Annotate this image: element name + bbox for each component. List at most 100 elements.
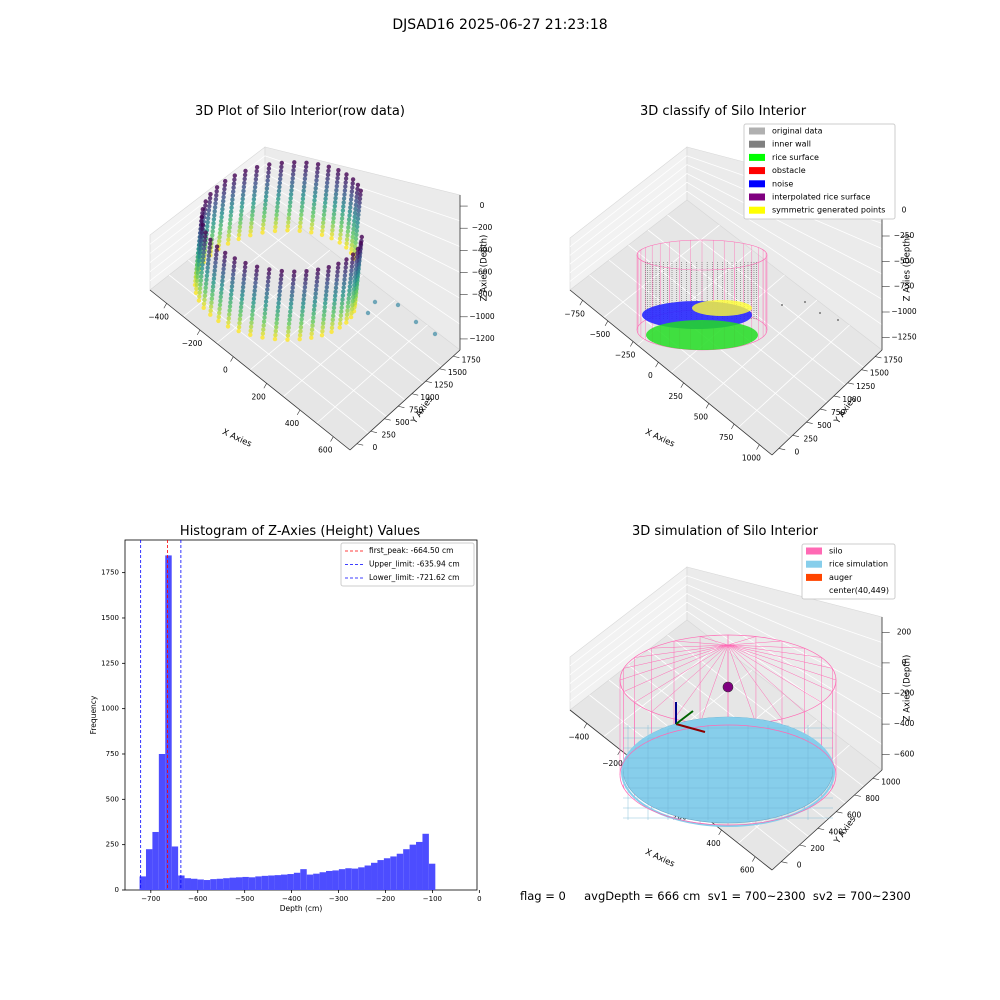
scatter-point: [214, 193, 219, 198]
scatter-point: [241, 188, 246, 194]
scatter-point: [243, 168, 248, 174]
scatter-point: [313, 287, 319, 292]
grid-line: [316, 324, 428, 424]
scatter-point: [311, 206, 316, 211]
scatter-point: [210, 229, 215, 234]
scatter-point: [344, 237, 350, 242]
scatter-point: [334, 281, 339, 286]
scatter-point: [291, 164, 297, 169]
scatter-point: [323, 297, 328, 302]
scatter-point: [349, 193, 354, 198]
scatter-point: [315, 267, 321, 272]
x-tick-label: −400: [282, 895, 301, 903]
scatter-point: [223, 178, 228, 184]
scatter-point: [331, 220, 336, 225]
silo-roof-wire: [727, 644, 783, 720]
scatter-point: [285, 333, 291, 338]
histogram-bar: [390, 856, 397, 890]
z-tick-label: −200: [894, 689, 915, 698]
histogram-bar: [171, 846, 179, 890]
silo-roof-wire: [651, 644, 729, 649]
scatter-point: [349, 189, 355, 194]
scatter-point: [238, 220, 243, 226]
scatter-point: [344, 316, 349, 321]
tick-mark: [604, 320, 609, 326]
scatter-point: [354, 262, 359, 268]
scatter-point: [197, 286, 203, 291]
scatter-point: [199, 214, 204, 220]
scatter-point: [310, 319, 316, 324]
scatter-point: [262, 315, 267, 320]
tick-mark: [833, 395, 841, 398]
scatter-point: [275, 312, 280, 318]
scatter-point: [265, 279, 271, 284]
histogram-bar: [428, 863, 436, 890]
scatter-point: [199, 238, 204, 243]
tick-mark: [820, 408, 827, 411]
scatter-point: [350, 234, 355, 240]
scatter-point: [335, 180, 340, 185]
scatter-point: [212, 268, 217, 273]
y-axis-line: [349, 349, 461, 451]
scatter-point: [232, 177, 237, 182]
scatter-point: [432, 331, 438, 337]
scatter-point: [311, 315, 316, 320]
scatter-point: [335, 265, 341, 270]
z-tick-label: −1000: [469, 312, 495, 321]
z-tick-label: −750: [894, 282, 915, 291]
scatter-point: [348, 197, 354, 202]
scatter-point: [222, 254, 227, 260]
histogram-bar: [268, 875, 275, 890]
scatter-point: [332, 297, 337, 302]
plot3-axes: −700 −600 −500 −400 −300 −200 −100 0 0 250 500 750 1…: [89, 539, 482, 913]
scatter-point: [227, 304, 233, 309]
scatter-point: [313, 182, 319, 187]
z-tick-label: −600: [894, 750, 915, 759]
scatter-point: [237, 224, 243, 230]
grid-line: [264, 173, 461, 273]
scatter-point: [288, 192, 294, 197]
plot2-axes: −750 −500 −250 0 250 500 750 1000 0 250 500 750 1000…: [564, 123, 917, 463]
scatter-point: [229, 201, 235, 206]
scatter-point: [349, 246, 354, 252]
scatter-point: [239, 300, 244, 306]
scatter-point: [214, 252, 219, 257]
scatter-point: [347, 209, 353, 214]
scatter-point: [267, 162, 272, 167]
tick-mark: [439, 368, 446, 371]
tick-mark: [230, 356, 234, 362]
scatter-point: [345, 233, 350, 238]
scatter-point: [251, 201, 256, 206]
scatter-point: [413, 319, 419, 325]
scatter-point: [225, 241, 231, 246]
scatter-point: [333, 196, 338, 201]
silo-roof-wire: [673, 644, 729, 720]
scatter-point: [346, 300, 351, 305]
scatter-point: [217, 306, 222, 312]
scatter-point: [206, 257, 211, 262]
histogram-bar: [210, 879, 217, 890]
scatter-point: [313, 190, 318, 195]
scatter-point: [303, 172, 308, 177]
scatter-point: [230, 193, 235, 198]
scatter-point: [357, 200, 362, 205]
scatter-point: [314, 174, 320, 179]
y-tick-label: 500: [106, 795, 119, 803]
scatter-point: [209, 300, 214, 305]
scatter-point: [285, 337, 290, 342]
scatter-point: [248, 229, 253, 234]
legend-label: first_peak: -664.50 cm: [369, 546, 453, 555]
scatter-point: [321, 220, 326, 225]
scatter-point: [342, 192, 347, 197]
y-tick-label: 0: [372, 443, 377, 452]
x-axis-line: [149, 289, 351, 451]
grid-line: [569, 182, 688, 273]
scatter-point: [200, 211, 205, 216]
scatter-point: [197, 258, 202, 263]
scatter-point: [339, 220, 344, 225]
scatter-point: [241, 280, 246, 286]
scatter-point: [346, 296, 351, 301]
scatter-point: [276, 192, 281, 198]
x-tick-label: −750: [564, 309, 585, 318]
scatter-point: [274, 208, 280, 214]
